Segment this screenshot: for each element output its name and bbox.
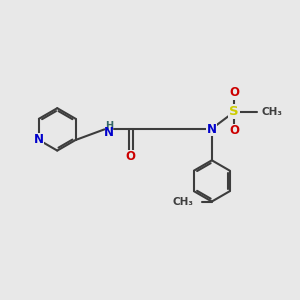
Text: O: O <box>229 86 239 99</box>
Text: N: N <box>34 134 44 146</box>
Text: S: S <box>229 105 239 118</box>
Text: N: N <box>207 123 217 136</box>
Text: N: N <box>104 126 114 139</box>
Text: CH₃: CH₃ <box>261 107 282 117</box>
Text: H: H <box>105 122 113 131</box>
Text: O: O <box>229 124 239 137</box>
Text: O: O <box>126 150 136 163</box>
Text: CH₃: CH₃ <box>172 196 193 206</box>
